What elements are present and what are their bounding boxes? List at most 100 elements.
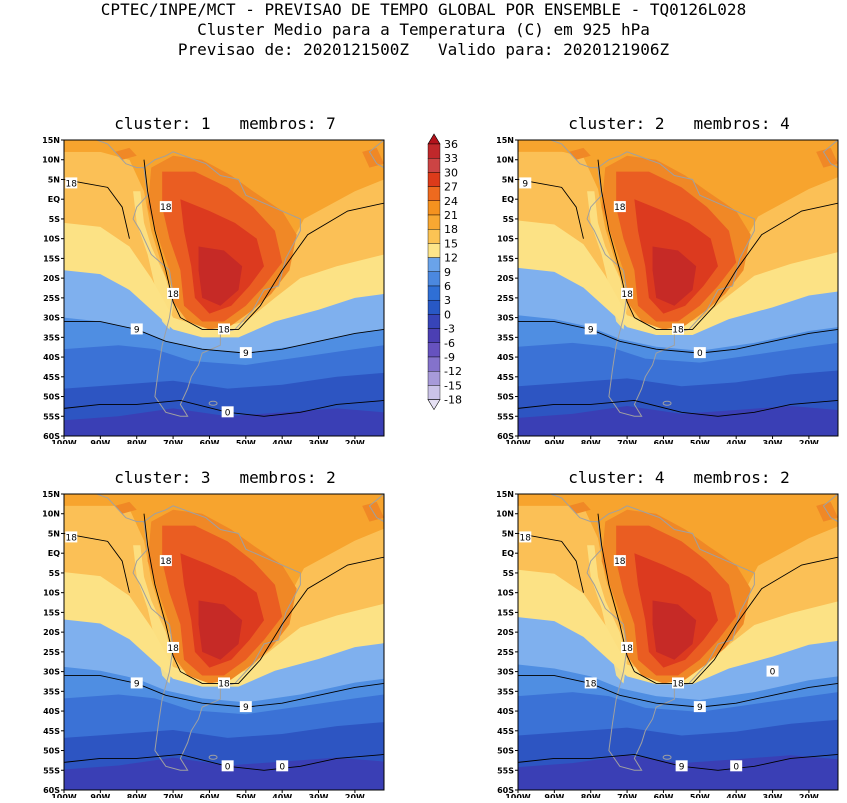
colorbar-swatch [427, 356, 441, 372]
colorbar-level-label: 24 [444, 195, 458, 208]
lat-tick-label: 40S [43, 707, 60, 716]
coastline [208, 754, 218, 760]
contour-label-text: 9 [679, 762, 685, 772]
panel-title-2: cluster: 2 membros: 4 [568, 114, 790, 133]
lon-tick-label: 70W [163, 439, 183, 444]
colorbar-level-label: -3 [444, 323, 455, 336]
colorbar-swatch [427, 314, 441, 329]
contour-label-text: 0 [279, 762, 285, 772]
lon-tick-label: 60W [653, 793, 673, 798]
contour-label-text: 18 [66, 179, 78, 189]
colorbar-level-label: -18 [444, 394, 462, 407]
lon-tick-label: 100W [51, 439, 77, 444]
lon-tick-label: 60W [199, 439, 219, 444]
temperature-band [64, 140, 384, 152]
contour-18 [64, 533, 130, 593]
lat-tick-label: 40S [497, 707, 514, 716]
lat-tick-label: 10S [497, 589, 514, 598]
coastline [96, 494, 144, 523]
coastline [662, 400, 672, 406]
coastline [586, 505, 755, 771]
map-panel-cluster-2: 18 18 18 9 9 0 15N 10N 5N EQ 5S 10S 15S 20S 25S 30S 35S 4… [496, 136, 839, 444]
warm-region [568, 147, 591, 160]
lat-tick-label: 40S [497, 353, 514, 362]
header-line-1: CPTEC/INPE/MCT - PREVISAO DE TEMPO GLOBA… [100, 0, 747, 19]
contour-label-text: 18 [621, 290, 633, 300]
contour-label: 18 [613, 201, 626, 213]
contour-9 [64, 321, 384, 354]
colorbar-swatch [427, 257, 441, 272]
colorbar-swatch [427, 186, 441, 201]
contour-label-text: 9 [243, 349, 249, 359]
lat-tick-label: 50S [497, 747, 514, 756]
contour-18 [143, 159, 384, 330]
coastline [96, 140, 144, 169]
lat-tick-label: 45S [497, 727, 514, 736]
coastline [368, 494, 384, 523]
lat-tick-label: 20S [497, 274, 514, 283]
colorbar-level-label: 6 [444, 280, 451, 293]
contour-18 [518, 179, 584, 239]
contour-18 [143, 513, 384, 684]
lon-tick-label: 90W [544, 793, 564, 798]
coastline [822, 494, 838, 523]
lat-tick-label: 35S [497, 687, 514, 696]
coastline [208, 400, 218, 406]
lon-tick-label: 70W [617, 439, 637, 444]
colorbar-top-arrow [427, 133, 441, 145]
lon-tick-label: 50W [690, 439, 710, 444]
lon-tick-label: 70W [617, 793, 637, 798]
contour-label-text: 18 [585, 679, 597, 689]
lat-tick-label: 5S [49, 569, 61, 578]
lat-tick-label: 30S [43, 314, 60, 323]
contour-9 [518, 321, 838, 354]
lat-tick-label: 60S [497, 432, 514, 441]
andes-cool-strip [587, 545, 628, 684]
lat-tick-label: 50S [43, 747, 60, 756]
coastline [550, 140, 598, 169]
lat-tick-label: 15S [43, 254, 60, 263]
lat-tick-label: 5S [503, 569, 515, 578]
warm-region [114, 147, 137, 160]
lon-tick-label: 90W [90, 793, 110, 798]
lat-tick-label: 60S [43, 786, 60, 795]
contour-label: 18 [159, 201, 172, 213]
colorbar-swatch [427, 271, 441, 287]
lon-tick-label: 40W [726, 793, 746, 798]
lat-tick-label: 20S [497, 628, 514, 637]
lon-tick-label: 30W [309, 793, 329, 798]
lat-tick-label: 40S [43, 353, 60, 362]
andes-cool-strip [587, 191, 628, 330]
lat-tick-label: 25S [43, 648, 60, 657]
colorbar-level-label: 27 [444, 181, 458, 194]
lat-tick-label: 55S [43, 766, 60, 775]
lat-tick-label: 35S [497, 333, 514, 342]
colorbar-level-label: -12 [444, 365, 462, 378]
contour-label: 9 [130, 677, 143, 689]
contour-label: 18 [672, 677, 684, 689]
lat-tick-label: 5N [502, 529, 514, 538]
lon-tick-label: 20W [345, 793, 365, 798]
lon-tick-label: 40W [272, 439, 292, 444]
lon-tick-label: 100W [505, 439, 531, 444]
colorbar-level-label: -9 [444, 351, 455, 364]
lat-tick-label: EQ [502, 549, 514, 558]
lon-tick-label: 30W [763, 793, 783, 798]
map-panel-cluster-1: 18 18 18 18 9 9 0 15N 10N 5N EQ 5S 10S 15S 20S 25S 30S 35… [42, 136, 385, 444]
colorbar-bottom-arrow [427, 399, 441, 411]
contour-label-text: 18 [614, 203, 626, 213]
lat-tick-label: 10S [497, 235, 514, 244]
contour-label-text: 18 [167, 290, 179, 300]
lat-tick-label: 45S [43, 373, 60, 382]
colorbar-level-label: -15 [444, 379, 462, 392]
contour-label: 18 [621, 641, 634, 654]
lon-tick-label: 100W [51, 793, 77, 798]
contour-label: 9 [693, 701, 706, 713]
lat-tick-label: 60S [43, 432, 60, 441]
lon-tick-label: 20W [799, 439, 819, 444]
warm-region [198, 246, 243, 306]
lat-tick-label: 15N [496, 490, 514, 499]
contour-0 [518, 400, 838, 417]
colorbar-swatch [427, 328, 441, 344]
contour-label-text: 9 [697, 703, 703, 713]
